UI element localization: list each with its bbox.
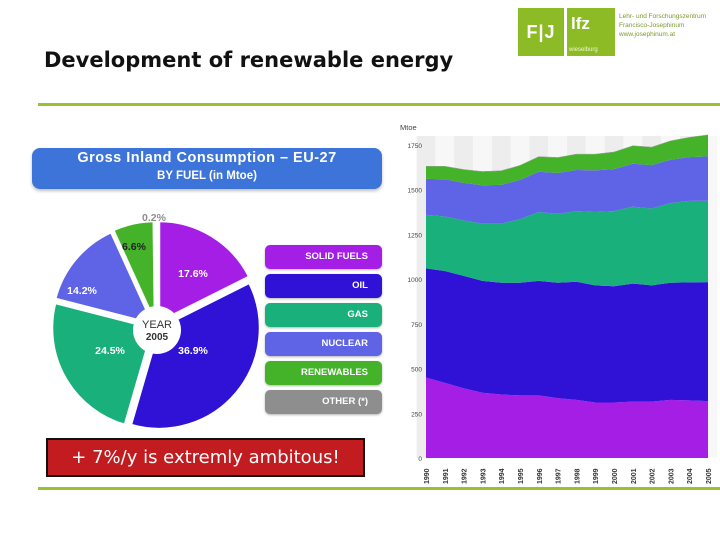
pie-data-label: 14.2%: [67, 285, 97, 297]
legend-item: SOLID FUELS: [265, 245, 382, 269]
pie-data-label: 6.6%: [122, 241, 147, 253]
area-series-gas: [426, 200, 708, 287]
pie-center-badge: [133, 306, 181, 354]
x-tick-label: 2000: [612, 468, 619, 484]
y-tick-label: 1000: [408, 277, 423, 284]
logo-lfz-text: lfz: [571, 14, 590, 33]
x-tick-label: 1990: [424, 468, 431, 484]
y-tick-label: 1750: [408, 143, 423, 150]
x-tick-label: 2004: [687, 468, 694, 484]
pie-data-label: 36.9%: [178, 345, 208, 357]
legend-item: OIL: [265, 274, 382, 298]
area-series-oil: [426, 268, 708, 403]
pie-slice-other: [153, 219, 158, 323]
logo-caption: Lehr- und Forschungszentrum Francisco-Jo…: [619, 12, 716, 39]
pie-slice-nuclear: [53, 230, 156, 326]
logo-line-1: Lehr- und Forschungszentrum: [619, 13, 707, 20]
pie-chart-title: Gross Inland Consumption – EU-27: [77, 150, 337, 166]
logo-line-2: Francisco-Josephinum: [619, 22, 685, 29]
bottom-divider: [38, 487, 720, 490]
x-tick-label: 1998: [574, 468, 581, 484]
legend-item: OTHER (*): [265, 390, 382, 414]
top-divider: [38, 103, 720, 106]
legend-label: GAS: [347, 309, 368, 320]
pie-slice-oil: [129, 281, 262, 431]
y-tick-label: 0: [418, 456, 422, 463]
x-tick-label: 1997: [556, 468, 563, 484]
legend-label: NUCLEAR: [321, 338, 368, 349]
x-tick-label: 1994: [499, 468, 506, 484]
y-tick-label: 750: [411, 322, 422, 329]
pie-chart-banner: Gross Inland Consumption – EU-27 BY FUEL…: [32, 148, 382, 189]
legend-item: GAS: [265, 303, 382, 327]
logo-lfz-sub: wieselburg: [569, 47, 598, 53]
x-tick-label: 2002: [650, 468, 657, 484]
stacked-area-chart: Mtoe 0 250 500 750 1000 1250 1500 1750 1990 1991 19…: [400, 123, 718, 484]
area-series-nuclear: [426, 156, 708, 224]
pie-chart-subtitle: BY FUEL (in Mtoe): [157, 170, 257, 182]
area-series-renewables: [426, 134, 708, 186]
x-tick-label: 2003: [668, 468, 675, 484]
pie-data-label: 0.2%: [142, 212, 167, 224]
x-tick-label: 1996: [537, 468, 544, 484]
pie-center-label: 2005: [146, 332, 169, 343]
legend-label: RENEWABLES: [300, 367, 368, 378]
logo-fj-mark: F|J: [518, 8, 564, 56]
x-tick-label: 1992: [462, 468, 469, 484]
pie-data-label: 24.5%: [95, 345, 125, 357]
y-tick-label: 500: [411, 367, 422, 374]
y-tick-label: 1500: [408, 188, 423, 195]
y-axis-label: Mtoe: [400, 123, 417, 132]
y-tick-label: 250: [411, 411, 422, 418]
legend-label: OIL: [352, 280, 368, 291]
x-tick-label: 1999: [593, 468, 600, 484]
logo-lfz-mark: lfz wieselburg: [567, 8, 615, 56]
x-tick-label: 2005: [706, 468, 713, 484]
area-series-other: [426, 134, 708, 172]
logo-line-3: www.josephinum.at: [619, 31, 675, 38]
callout-box: + 7%/y is extremly ambitous!: [46, 438, 365, 477]
x-tick-label: 1991: [443, 468, 450, 484]
pie-data-label: 17.6%: [178, 268, 208, 280]
pie-slice-gas: [50, 301, 155, 427]
pie-slice-solid-fuels: [157, 219, 251, 325]
legend-label: SOLID FUELS: [305, 251, 368, 262]
x-tick-label: 1995: [518, 468, 525, 484]
legend-label: OTHER (*): [322, 396, 368, 407]
legend-item: RENEWABLES: [265, 361, 382, 385]
pie-center-label: YEAR: [142, 319, 172, 331]
y-tick-label: 1250: [408, 232, 423, 239]
x-tick-label: 1993: [480, 468, 487, 484]
institution-logo: F|J lfz wieselburg Lehr- und Forschungsz…: [518, 8, 716, 56]
x-tick-label: 2001: [631, 468, 638, 484]
slide-title: Development of renewable energy: [44, 48, 454, 72]
area-series-solid-fuels: [426, 377, 708, 458]
legend-item: NUCLEAR: [265, 332, 382, 356]
